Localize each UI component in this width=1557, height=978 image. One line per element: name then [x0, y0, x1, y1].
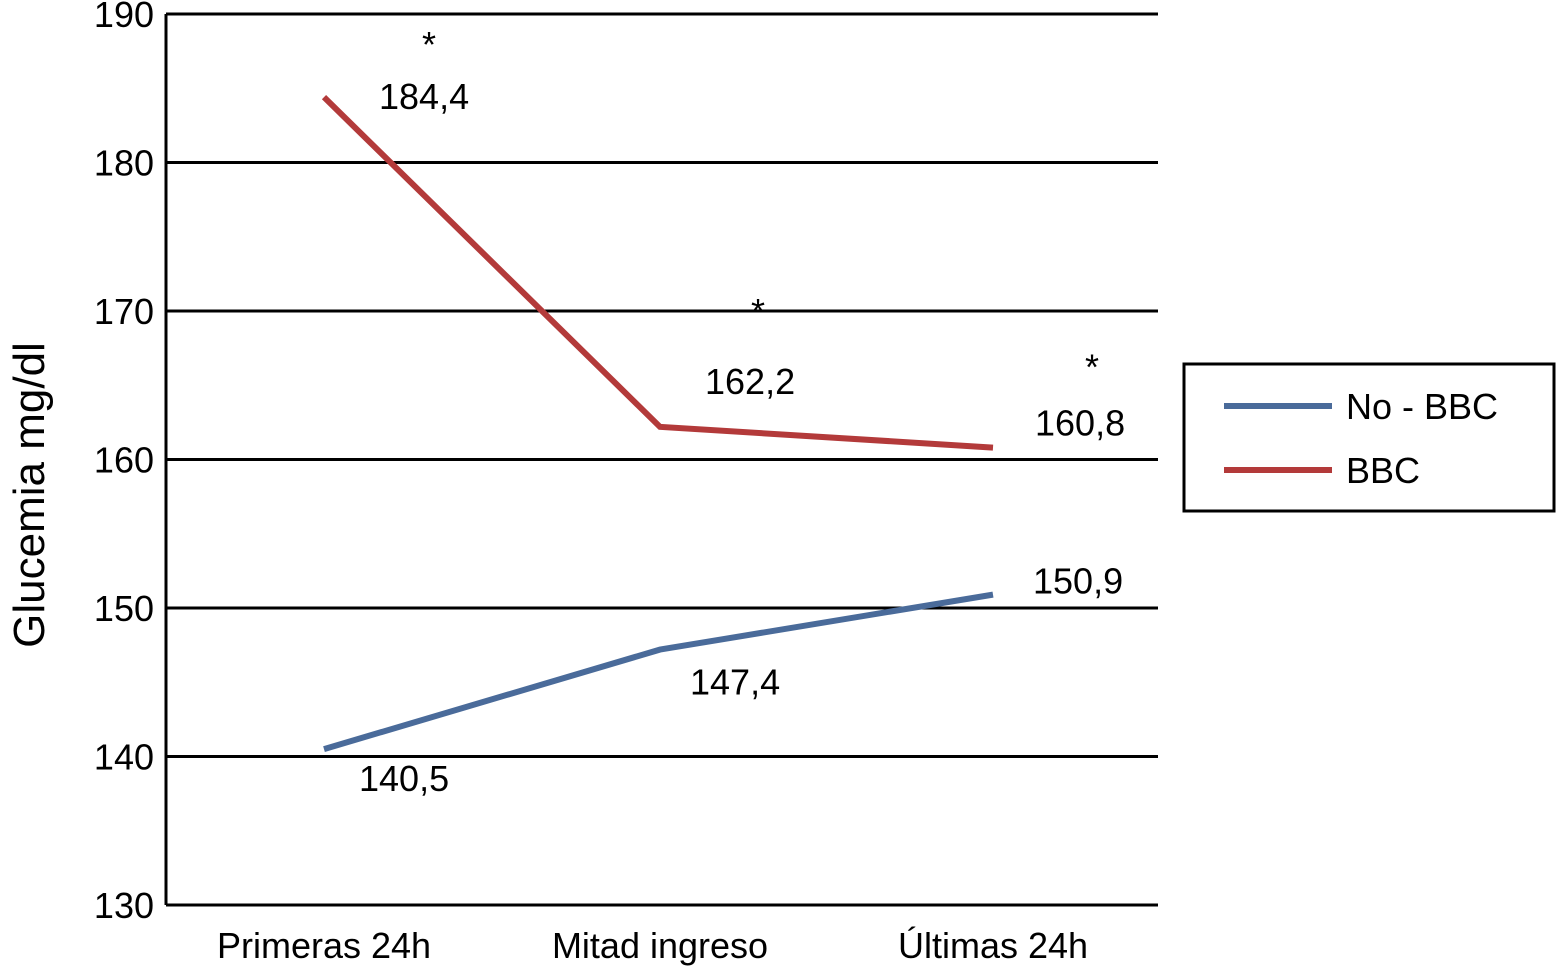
y-tick-label: 140: [94, 737, 154, 778]
legend-label-0: No - BBC: [1346, 386, 1498, 427]
y-tick-label: 150: [94, 588, 154, 629]
significance-marker: *: [751, 291, 765, 332]
y-tick-label: 170: [94, 291, 154, 332]
series-line-0: [323, 591, 994, 752]
y-tick-label: 160: [94, 440, 154, 481]
significance-marker: *: [422, 24, 436, 65]
data-label: 162,2: [705, 361, 795, 402]
data-label: 150,9: [1033, 561, 1123, 602]
series-line-1: [321, 95, 994, 451]
y-tick-label: 180: [94, 143, 154, 184]
y-tick-label: 190: [94, 0, 154, 35]
x-tick-label: Mitad ingreso: [552, 925, 768, 966]
series-group: 140,5 147,4 150,9 184,4 * 162,2 * 160,8 *: [321, 24, 1125, 799]
data-label: 184,4: [379, 76, 469, 117]
grid-lines: [166, 12, 1158, 907]
x-tick-label: Últimas 24h: [898, 925, 1088, 966]
y-tick-label: 130: [94, 885, 154, 926]
legend: No - BBC BBC: [1182, 362, 1556, 513]
data-label: 160,8: [1035, 403, 1125, 444]
y-tick-labels: 130 140 150 160 170 180 190: [94, 0, 154, 926]
y-axis-label: Glucemia mg/dl: [5, 342, 54, 648]
legend-box: [1182, 362, 1556, 513]
x-tick-labels: Primeras 24h Mitad ingreso Últimas 24h: [217, 925, 1088, 966]
data-label: 140,5: [359, 758, 449, 799]
data-label: 147,4: [690, 662, 780, 703]
x-tick-label: Primeras 24h: [217, 925, 431, 966]
significance-marker: *: [1085, 347, 1099, 388]
legend-label-1: BBC: [1346, 450, 1420, 491]
